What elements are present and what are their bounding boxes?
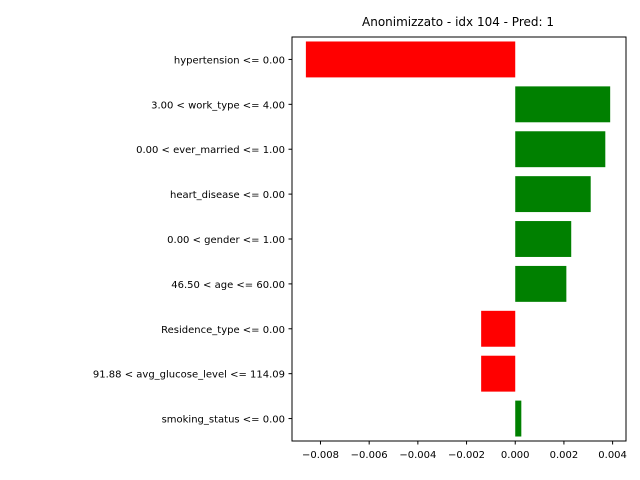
bar [515, 176, 591, 213]
bar [515, 221, 572, 257]
y-tick-label: 0.00 < gender <= 1.00 [167, 235, 285, 246]
bar [515, 265, 567, 302]
bar [515, 86, 611, 123]
x-tick-label: 0.002 [550, 450, 579, 461]
y-tick-label: 46.50 < age <= 60.00 [171, 280, 285, 291]
bar [305, 41, 516, 78]
x-tick-label: −0.008 [302, 450, 339, 461]
y-tick-label: 0.00 < ever_married <= 1.00 [136, 145, 285, 156]
bar [481, 355, 516, 392]
plot-area-frame [291, 36, 627, 442]
bar [515, 131, 606, 168]
chart-title: Anonimizzato - idx 104 - Pred: 1 [362, 15, 554, 29]
x-tick-label: 0.000 [501, 450, 530, 461]
y-tick-label: Residence_type <= 0.00 [161, 325, 285, 336]
bar [515, 400, 522, 437]
y-tick-label: 3.00 < work_type <= 4.00 [151, 100, 285, 111]
x-tick-label: −0.004 [399, 450, 436, 461]
x-tick-label: −0.002 [448, 450, 485, 461]
bar [481, 310, 516, 347]
bars-layer [305, 41, 611, 437]
y-tick-label: heart_disease <= 0.00 [170, 190, 285, 201]
x-tick-label: −0.006 [351, 450, 388, 461]
y-tick-label: 91.88 < avg_glucose_level <= 114.09 [93, 370, 285, 381]
y-tick-label: hypertension <= 0.00 [174, 55, 285, 66]
x-tick-label: 0.004 [598, 450, 627, 461]
y-tick-label: smoking_status <= 0.00 [162, 415, 285, 426]
x-axis-ticks: −0.008 −0.006 −0.004 −0.002 0.000 0.002 0.004 [302, 441, 627, 461]
y-axis-ticks: hypertension <= 0.00 3.00 < work_type <= … [93, 55, 292, 426]
